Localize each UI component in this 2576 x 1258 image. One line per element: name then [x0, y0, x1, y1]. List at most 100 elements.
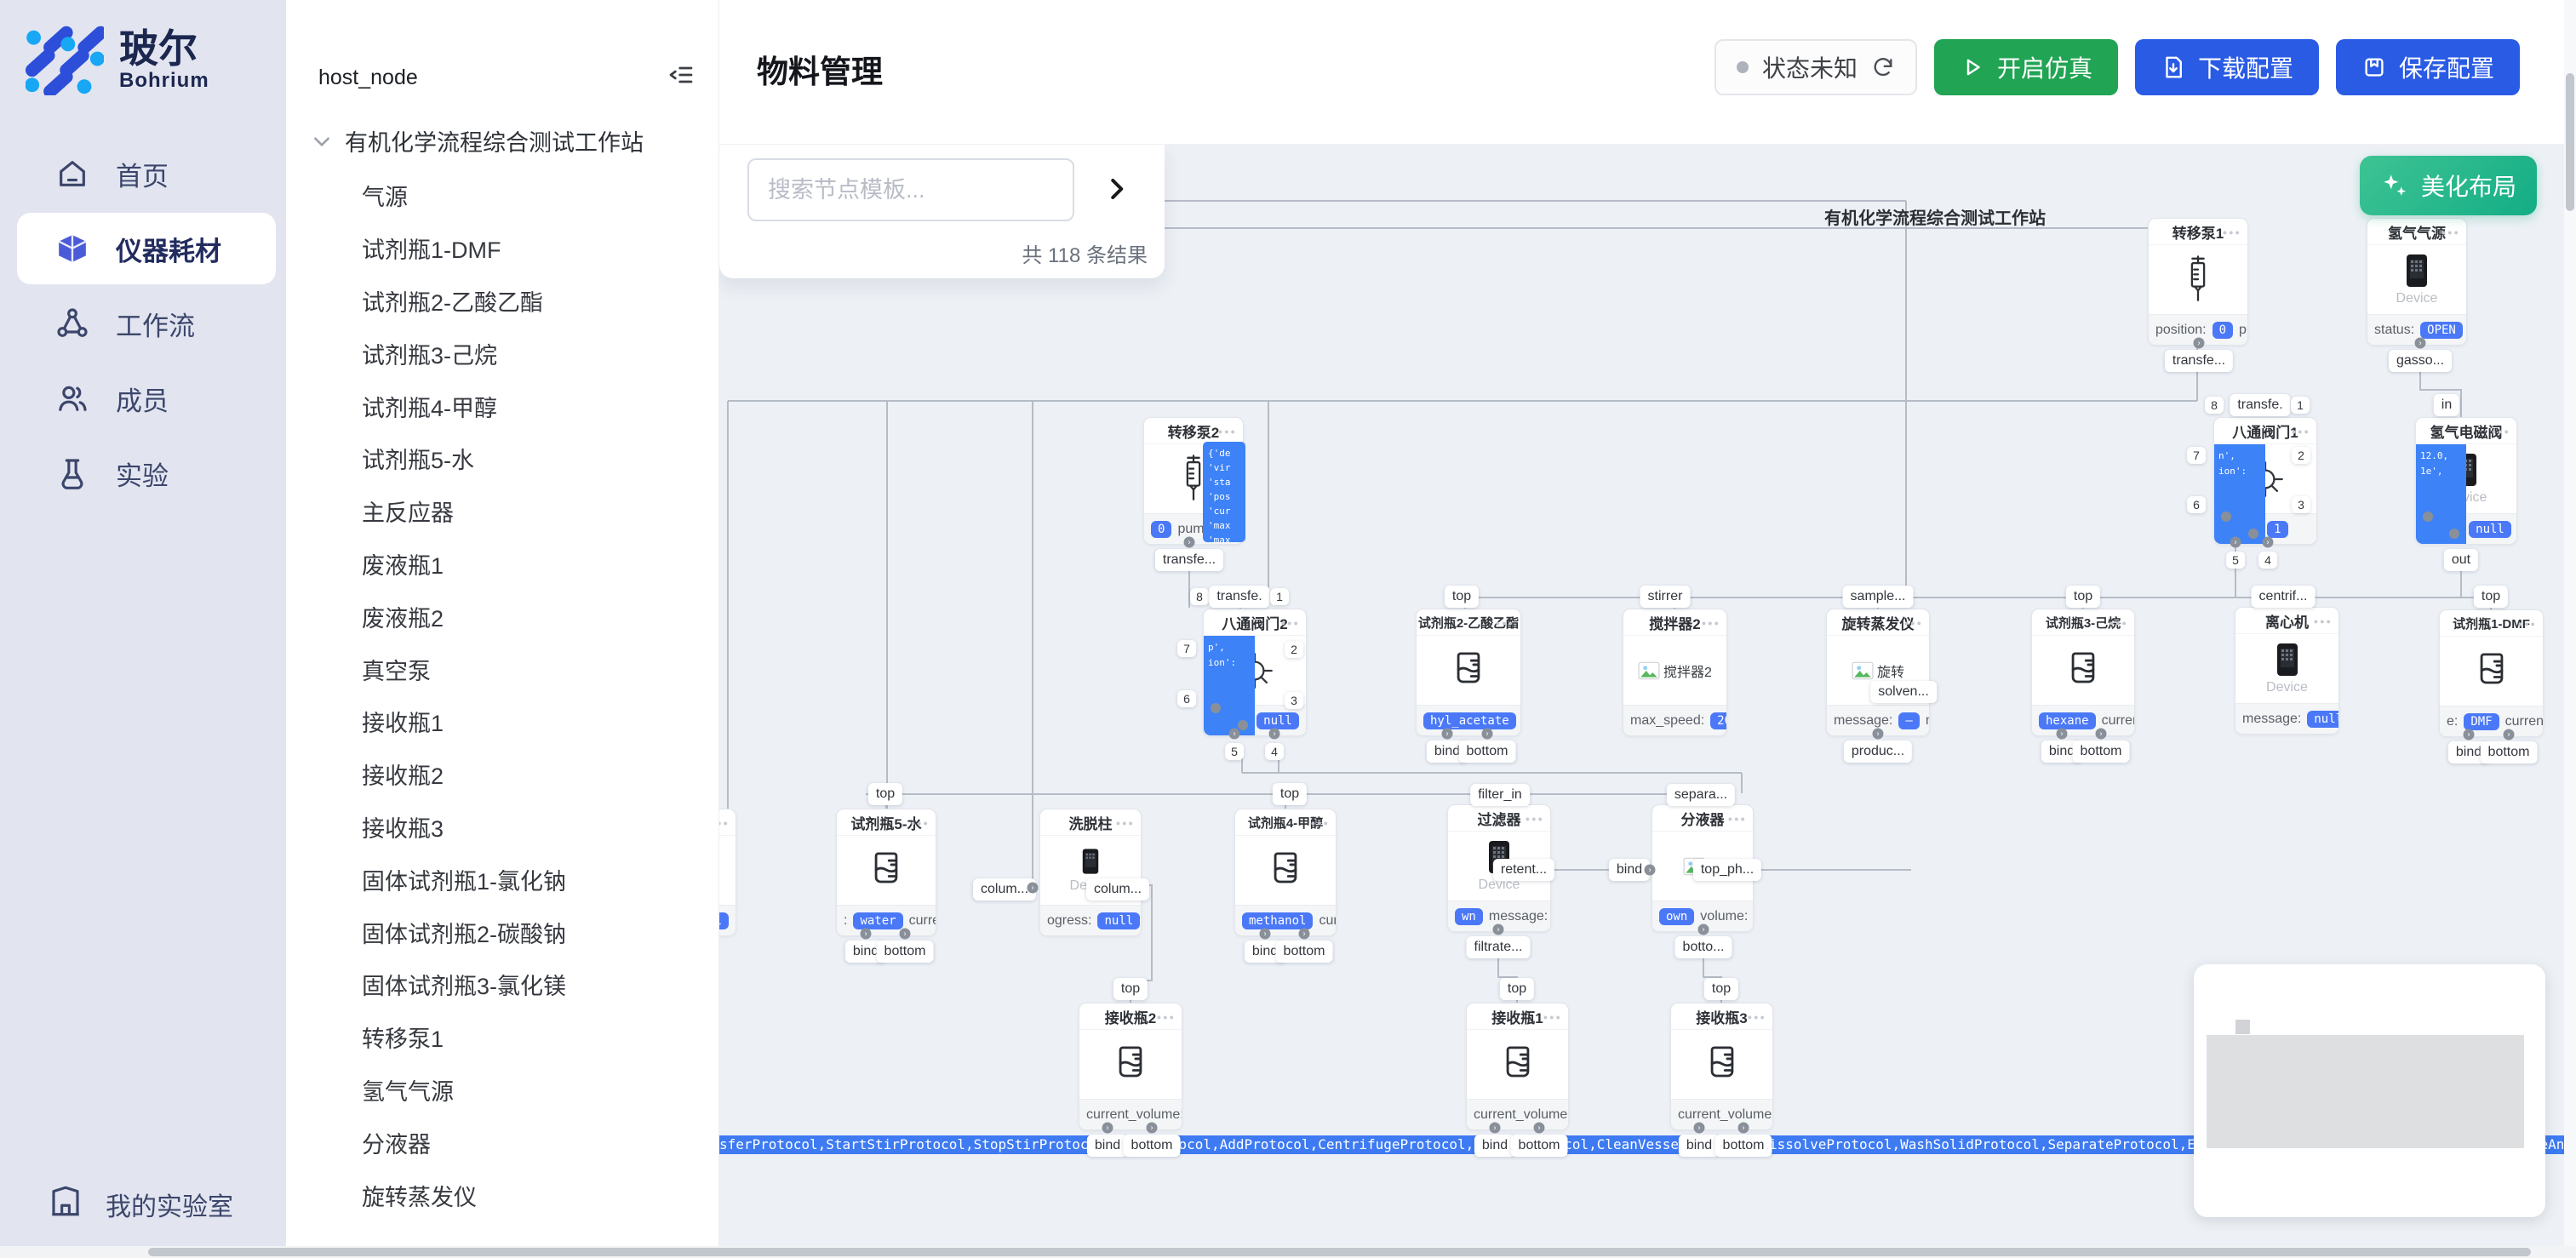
port-handle[interactable]: ›	[860, 928, 872, 940]
node-menu-icon[interactable]: ●●●	[2291, 426, 2310, 436]
node-menu-icon[interactable]: ●●●	[719, 818, 730, 827]
node-menu-icon[interactable]: ●●●	[1217, 426, 1237, 436]
port-handle[interactable]: ›	[1697, 923, 1709, 935]
node-menu-icon[interactable]: ●●●	[1543, 1012, 1562, 1021]
node-menu-icon[interactable]: ●●●	[2109, 618, 2128, 627]
tree-item[interactable]: 固体试剂瓶2-碳酸钠	[362, 921, 567, 947]
node-receiver-bottle-1[interactable]: 接收瓶1●●● current_volume:0	[1466, 1003, 1569, 1130]
search-input[interactable]	[747, 158, 1074, 221]
vertical-scrollbar-thumb[interactable]	[2566, 73, 2574, 211]
port-handle[interactable]: ›	[1693, 1122, 1705, 1134]
node-transfer-pump-1[interactable]: 转移泵1●●● position:0pump	[2148, 218, 2248, 346]
port-handle[interactable]: ›	[1268, 728, 1280, 740]
save-config-button[interactable]: 保存配置	[2335, 39, 2520, 95]
node-reagent-bottle-1[interactable]: 试剂瓶1-DMF●●● e:DMFcurrent_vol	[2439, 609, 2544, 737]
sidebar-item-workflow[interactable]: 工作流	[0, 286, 286, 361]
port-handle[interactable]: ›	[1737, 1122, 1749, 1134]
port-handle[interactable]: ›	[1027, 882, 1039, 894]
tree-item[interactable]: 试剂瓶3-己烷	[362, 342, 498, 369]
port-handle[interactable]: ›	[1533, 1122, 1545, 1134]
port-handle[interactable]: ›	[1183, 536, 1195, 548]
search-submit-chevron-icon[interactable]	[1096, 169, 1136, 209]
node-menu-icon[interactable]: ●●●	[1495, 618, 1514, 627]
node-menu-icon[interactable]: ●●●	[1747, 1012, 1766, 1021]
tree-item[interactable]: 转移泵1	[362, 1026, 444, 1053]
tree-item[interactable]: 固体试剂瓶1-氯化钠	[362, 868, 567, 895]
download-config-button[interactable]: 下载配置	[2134, 39, 2319, 95]
start-simulation-button[interactable]: 开启仿真	[1933, 39, 2118, 95]
port-handle[interactable]: ›	[1298, 928, 1310, 940]
tree-item[interactable]: 废液瓶2	[362, 605, 444, 632]
refresh-icon[interactable]	[1871, 55, 1895, 79]
tree-item[interactable]: 主反应器	[362, 500, 454, 527]
port-handle[interactable]: ›	[2463, 729, 2475, 741]
node-menu-icon[interactable]: ●●●	[2491, 426, 2510, 436]
horizontal-scrollbar-thumb[interactable]	[148, 1248, 2531, 1256]
port-handle[interactable]: ›	[1872, 728, 1884, 740]
node-receiver-bottle-2[interactable]: 接收瓶2●●● current_volume:0	[1079, 1003, 1182, 1130]
node-menu-icon[interactable]: ●●●	[1525, 814, 1544, 823]
port-handle[interactable]: ›	[2095, 728, 2107, 740]
collapse-panel-icon[interactable]	[667, 61, 695, 94]
node-hydrogen-gas-source[interactable]: 氢气气源 ●●● Device status: OPEN	[2367, 218, 2467, 346]
node-menu-icon[interactable]: ●●●	[910, 818, 930, 827]
node-receiver-bottle-3[interactable]: 接收瓶3●●● current_volume:0	[1670, 1003, 1773, 1130]
port-handle[interactable]: ›	[2193, 337, 2205, 349]
tree-item[interactable]: 旋转蒸发仪	[362, 1184, 477, 1210]
node-menu-icon[interactable]: ●●●	[1727, 814, 1747, 823]
node-menu-icon[interactable]: ●●●	[1115, 818, 1135, 827]
node-reagent-bottle-3[interactable]: 试剂瓶3-己烷●●● hexanecurrent_v	[2031, 609, 2135, 736]
node-clipped-node[interactable]: ●●● dl	[719, 809, 736, 936]
port-handle[interactable]: ›	[1228, 728, 1240, 740]
tree-item[interactable]: 固体试剂瓶3-氯化镁	[362, 974, 567, 1000]
port-handle[interactable]: ›	[2262, 536, 2274, 548]
sidebar-item-experiment[interactable]: 实验	[0, 436, 286, 511]
node-menu-icon[interactable]: ●●●	[1310, 818, 1330, 827]
minimap-viewport[interactable]	[2207, 1035, 2524, 1148]
port-handle[interactable]: ›	[1489, 1122, 1501, 1134]
node-reagent-bottle-4[interactable]: 试剂瓶4-甲醇●●● methanolcurrent	[1234, 809, 1337, 936]
sidebar-item-my-lab[interactable]: 我的实验室	[48, 1183, 233, 1226]
port-handle[interactable]: ›	[1481, 728, 1493, 740]
node-eight-way-valve-1[interactable]: 八通阀门1●●●status:1n',ion':	[2213, 417, 2317, 545]
port-handle[interactable]: ›	[2230, 536, 2241, 548]
beautify-layout-button[interactable]: 美化布局	[2360, 156, 2537, 215]
node-menu-icon[interactable]: ●●●	[1280, 618, 1300, 627]
port-handle[interactable]: ›	[2056, 728, 2068, 740]
port-handle[interactable]: ›	[1644, 864, 1656, 876]
node-menu-icon[interactable]: ●●●	[2222, 227, 2241, 237]
tree-item[interactable]: 试剂瓶2-乙酸乙酯	[362, 289, 544, 316]
tree-root-item[interactable]: 有机化学流程综合测试工作站	[311, 124, 710, 157]
port-handle[interactable]: ›	[1102, 1122, 1113, 1134]
node-menu-icon[interactable]: ●●●	[2313, 616, 2333, 626]
sidebar-item-members[interactable]: 成员	[0, 361, 286, 436]
tree-item[interactable]: 试剂瓶5-水	[362, 448, 475, 474]
tree-item[interactable]: 试剂瓶4-甲醇	[362, 395, 498, 421]
flow-canvas[interactable]: 有机化学流程综合测试工作站 sferProtocol,StartStirProt…	[719, 145, 2576, 1258]
port-handle[interactable]: ›	[2414, 337, 2426, 349]
node-menu-icon[interactable]: ●●●	[2517, 619, 2537, 628]
status-pill[interactable]: 状态未知	[1714, 39, 1917, 95]
tree-item[interactable]: 废液瓶1	[362, 552, 444, 579]
tree-item[interactable]: 气源	[362, 185, 408, 211]
node-menu-icon[interactable]: ●●●	[1156, 1012, 1176, 1021]
tree-item[interactable]: 氢气气源	[362, 1078, 454, 1105]
node-reagent-bottle-2[interactable]: 试剂瓶2-乙酸乙酯●●● hyl_acetatecurre	[1416, 609, 1521, 736]
node-menu-icon[interactable]: ●●●	[1701, 618, 1720, 627]
port-handle[interactable]: ›	[2503, 729, 2515, 741]
port-handle[interactable]: ›	[1259, 928, 1271, 940]
port-handle[interactable]: ›	[1441, 728, 1453, 740]
tree-item[interactable]: 接收瓶3	[362, 815, 444, 842]
node-reagent-bottle-5[interactable]: 试剂瓶5-水●●●:watercurrent_v	[836, 809, 936, 936]
port-handle[interactable]: ›	[1146, 1122, 1158, 1134]
sidebar-item-instruments[interactable]: 仪器耗材	[17, 213, 276, 284]
minimap[interactable]	[2194, 964, 2545, 1217]
node-menu-icon[interactable]: ●●●	[1903, 618, 1923, 627]
tree-item[interactable]: 分液器	[362, 1131, 431, 1158]
